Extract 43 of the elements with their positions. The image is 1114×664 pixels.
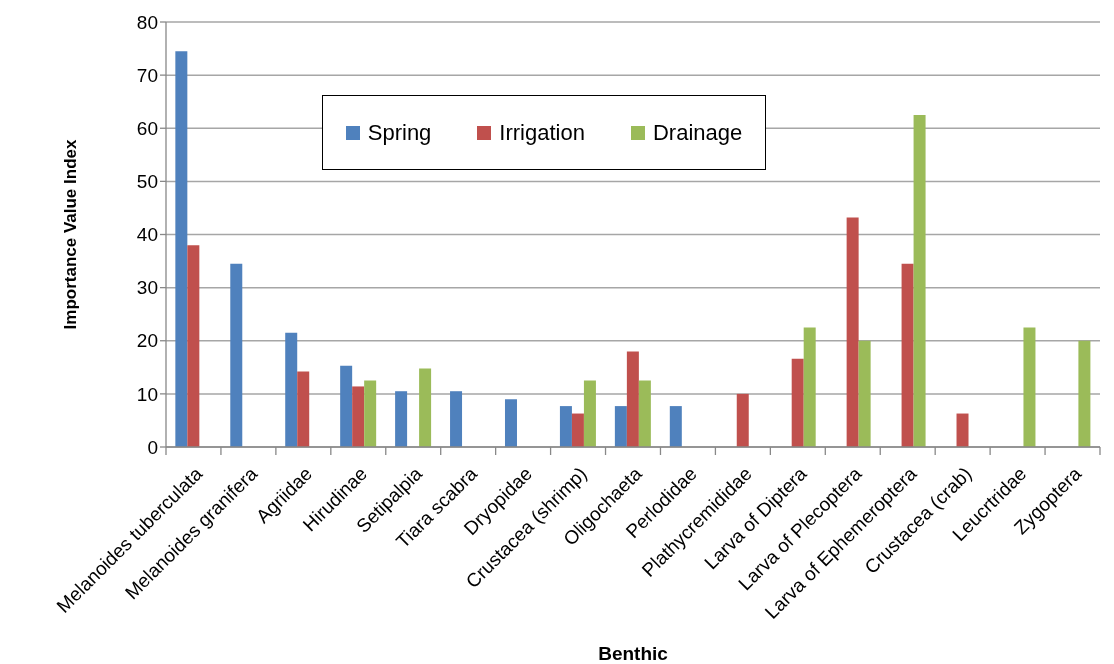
bar xyxy=(559,406,572,447)
y-tick-label: 60 xyxy=(136,117,158,139)
legend-label: Drainage xyxy=(652,119,743,146)
bar xyxy=(736,393,749,447)
legend-label: Spring xyxy=(367,119,432,146)
bar xyxy=(285,332,298,447)
bar xyxy=(395,391,408,447)
bar xyxy=(583,380,596,447)
bar xyxy=(419,368,432,447)
bar xyxy=(352,386,365,447)
bar xyxy=(803,327,816,447)
bar xyxy=(846,217,859,447)
bar xyxy=(450,391,463,447)
bar xyxy=(297,371,310,447)
legend-label: Irrigation xyxy=(499,119,585,146)
bar xyxy=(669,406,682,447)
y-tick-label: 20 xyxy=(136,330,158,352)
bar xyxy=(791,358,804,447)
bar xyxy=(901,263,914,447)
bar xyxy=(364,380,377,447)
bar xyxy=(1078,340,1091,447)
bar xyxy=(340,365,353,447)
bar xyxy=(614,406,627,447)
bar xyxy=(571,413,584,447)
bar xyxy=(638,380,651,447)
bar xyxy=(626,351,639,447)
y-tick-label: 0 xyxy=(147,436,158,458)
bar xyxy=(1023,327,1036,447)
y-axis-title: Importance Value Index xyxy=(61,139,80,330)
bar xyxy=(858,340,871,447)
y-tick-label: 10 xyxy=(136,383,158,405)
y-tick-label: 50 xyxy=(136,171,158,193)
y-tick-label: 80 xyxy=(136,11,158,33)
y-tick-label: 40 xyxy=(136,224,158,246)
bar xyxy=(913,114,926,447)
bar xyxy=(956,413,969,447)
y-tick-label: 70 xyxy=(136,64,158,86)
bar xyxy=(175,51,188,447)
y-tick-label: 30 xyxy=(136,277,158,299)
x-axis-title: Benthic xyxy=(598,643,669,664)
bar xyxy=(187,245,200,447)
bar xyxy=(504,399,517,447)
bar xyxy=(230,263,243,447)
